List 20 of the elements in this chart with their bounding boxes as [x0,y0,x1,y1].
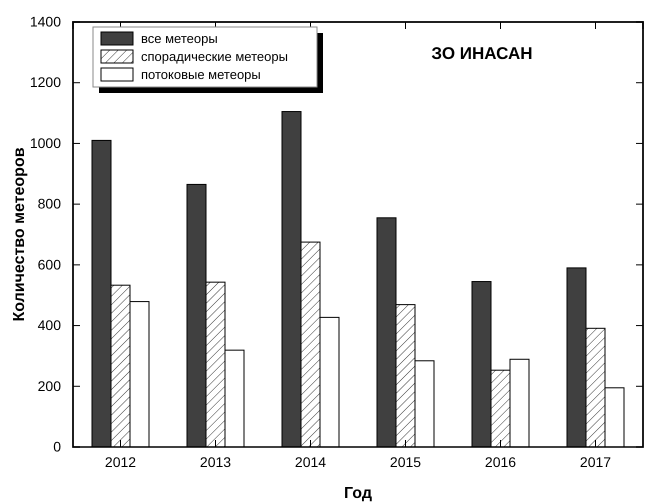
x-tick-label: 2015 [390,454,422,470]
text: ЗО ИНАСАН [431,44,533,63]
x-tick-label: 2013 [200,454,232,470]
x-axis-title: Год [344,485,372,502]
y-tick-label: 600 [38,256,62,272]
y-tick-label: 0 [53,438,62,454]
y-tick-label: 1400 [30,13,62,30]
y-axis-title: Количество метеоров [11,147,28,322]
y-tick-label: 1200 [30,74,62,90]
x-tick-label: 2016 [484,454,516,470]
y-tick-label: 1000 [30,134,62,151]
legend-label: потоковые метеоры [141,67,261,82]
legend-label: все метеоры [141,31,218,46]
x-tick-label: 2017 [580,454,612,470]
legend-label: спорадические метеоры [141,49,288,64]
x-tick-label: 2014 [294,454,326,470]
y-tick-label: 200 [38,378,62,394]
y-tick-label: 400 [38,317,62,334]
x-tick-label: 2012 [104,454,136,470]
y-tick-label: 800 [38,196,62,212]
